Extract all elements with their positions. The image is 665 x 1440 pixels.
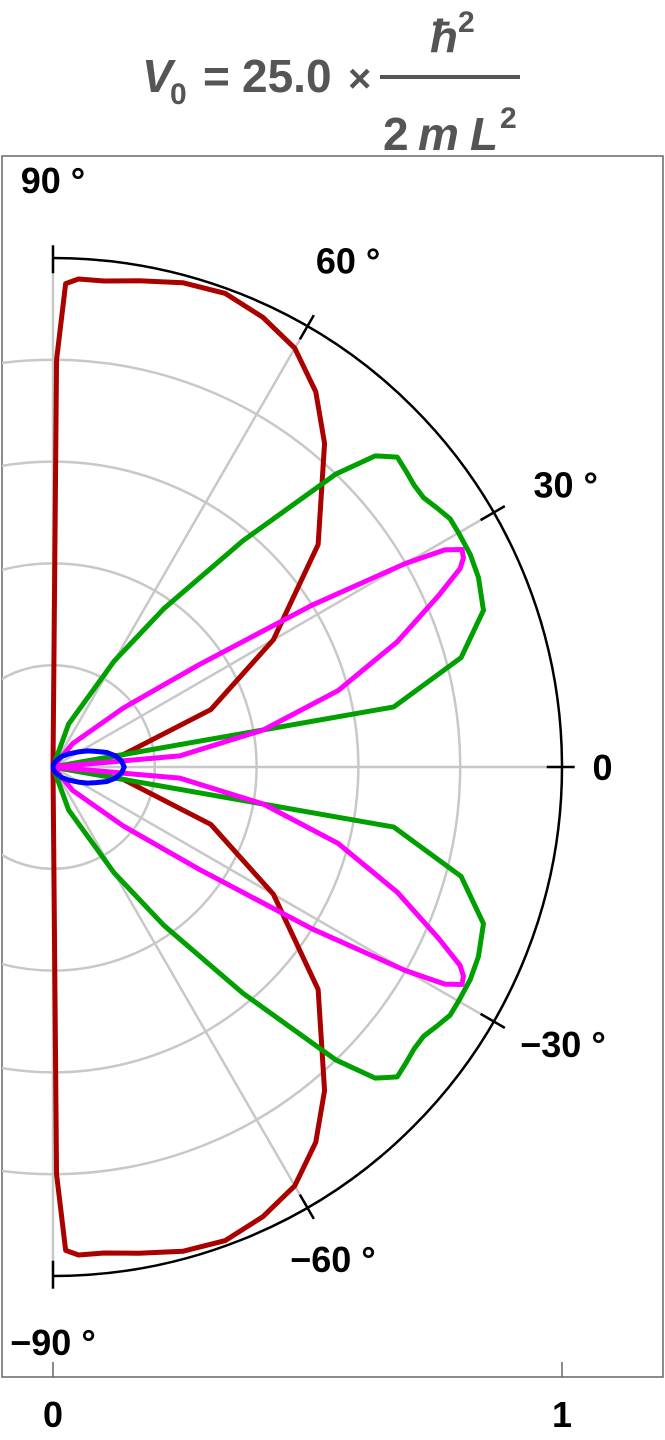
title-times: × bbox=[348, 57, 371, 101]
angle-label-90: 90 ° bbox=[21, 160, 85, 201]
angle-label--30: −30 ° bbox=[520, 1024, 605, 1065]
angle-label-0: 0 bbox=[593, 747, 613, 788]
title-factor: 25.0 bbox=[242, 50, 332, 102]
title-equals: = bbox=[203, 50, 230, 102]
angle-label--60: −60 ° bbox=[290, 1239, 375, 1280]
angle-label--90: −90 ° bbox=[10, 1322, 95, 1363]
radial-label-1: 1 bbox=[552, 1394, 572, 1435]
radial-label-0: 0 bbox=[43, 1394, 63, 1435]
angle-tick-mark--30 bbox=[479, 1012, 506, 1029]
title-hbar: ħ bbox=[430, 10, 458, 62]
angle-tick-mark-60 bbox=[298, 314, 315, 341]
plot-frame bbox=[1, 155, 664, 1378]
angular-gridline--60 bbox=[51, 766, 309, 1209]
title-denominator-coeff: 2 bbox=[383, 108, 409, 160]
title-denominator-superscript: 2 bbox=[500, 102, 517, 135]
angle-tick-labels: 90 ° 60 ° 30 ° 0 −30 ° −60 ° −90 ° bbox=[10, 160, 612, 1363]
series-line-4 bbox=[50, 748, 127, 786]
title-hbar-superscript: 2 bbox=[458, 6, 475, 39]
title-v-subscript: 0 bbox=[170, 78, 187, 111]
chart-title: V 0 = 25.0 × ħ 2 2 m L 2 bbox=[142, 6, 520, 160]
title-denominator-l: L bbox=[470, 108, 498, 160]
title-v: V bbox=[142, 50, 176, 102]
angular-gridline-60 bbox=[51, 325, 309, 768]
angle-tick-mark-30 bbox=[479, 505, 506, 522]
angle-label-30: 30 ° bbox=[533, 465, 597, 506]
title-denominator-m: m bbox=[418, 108, 459, 160]
series-layer bbox=[50, 276, 486, 1258]
angle-tick-mark--60 bbox=[298, 1193, 315, 1220]
angular-gridlines bbox=[51, 258, 562, 1276]
angle-label-60: 60 ° bbox=[316, 240, 380, 281]
angle-tick-marks bbox=[51, 245, 575, 1289]
